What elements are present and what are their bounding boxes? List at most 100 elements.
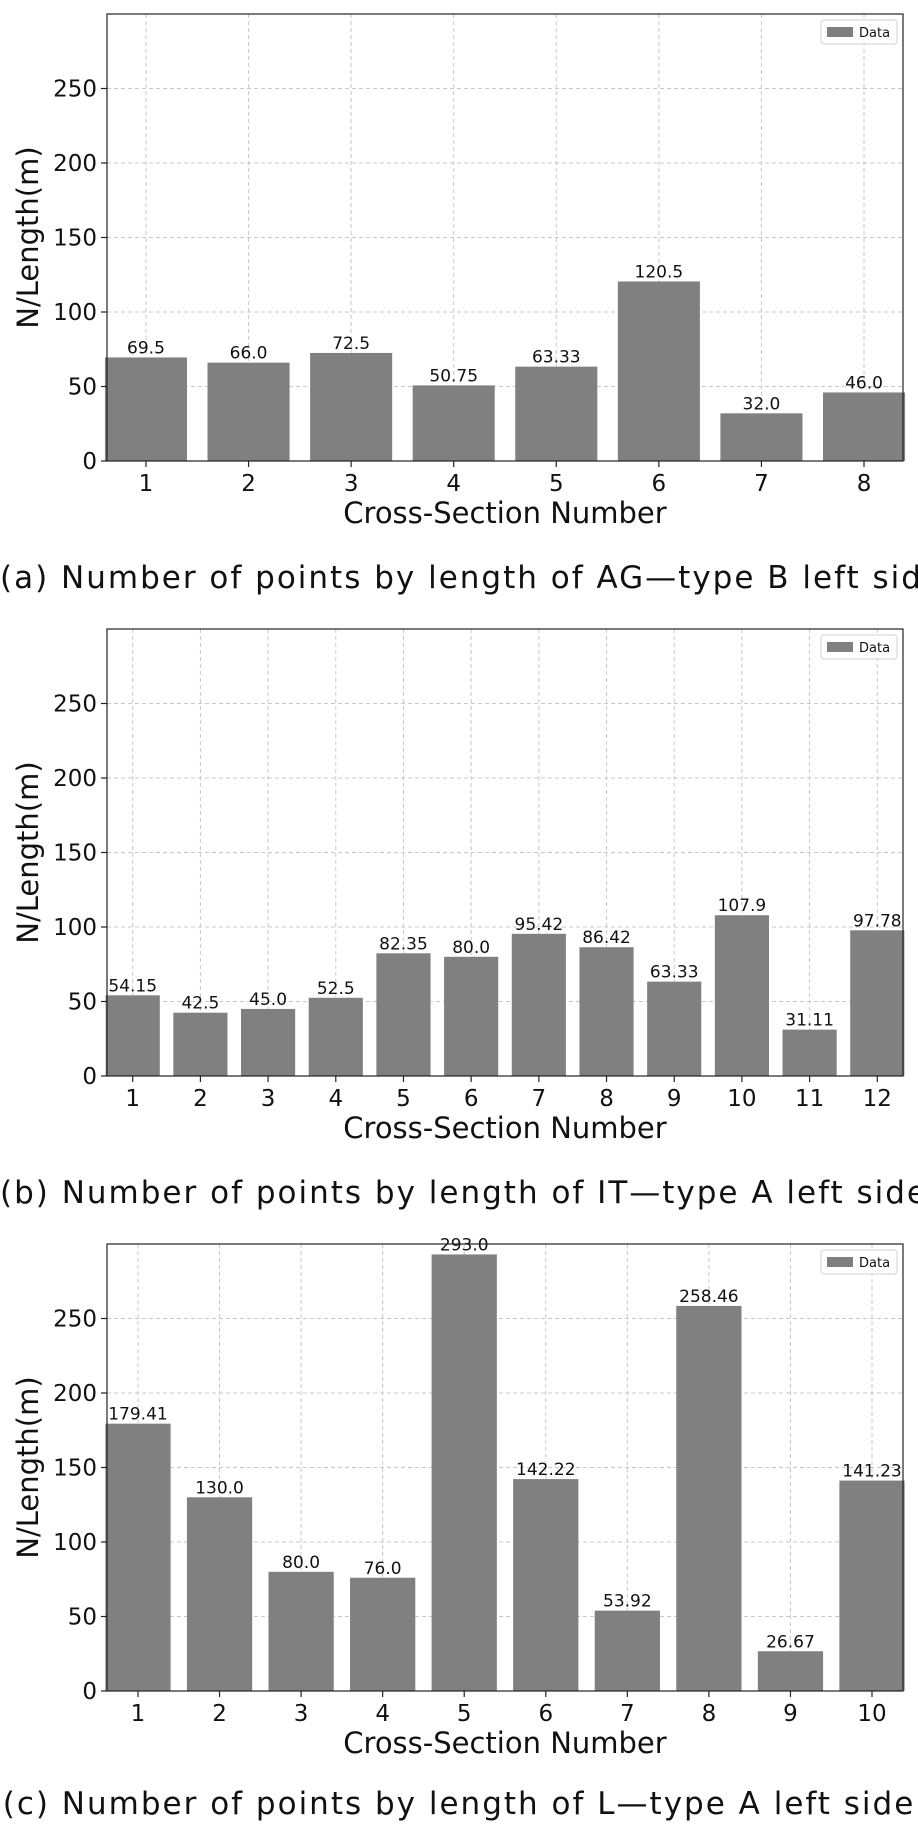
- x-tick-label: 6: [538, 1701, 553, 1727]
- bar-value-label: 72.5: [332, 334, 370, 354]
- y-tick-label: 200: [53, 766, 97, 792]
- x-tick-label: 4: [328, 1086, 343, 1112]
- legend-box: [820, 19, 898, 45]
- x-tick-label: 10: [857, 1701, 886, 1727]
- bar: [412, 385, 495, 461]
- legend-label: Data: [859, 26, 890, 41]
- bar-value-label: 107.9: [718, 896, 767, 916]
- y-axis-label: N/Length(m): [11, 761, 45, 943]
- bar: [431, 1254, 497, 1691]
- bar: [186, 1497, 253, 1691]
- bar-value-label: 63.33: [650, 963, 699, 983]
- bar: [579, 947, 634, 1076]
- x-tick-label: 3: [294, 1701, 309, 1727]
- bar-value-label: 42.5: [181, 994, 219, 1014]
- x-tick-label: 3: [261, 1086, 276, 1112]
- legend-label: Data: [859, 641, 890, 656]
- chart-caption-b: (b) Number of points by length of IT—typ…: [0, 1175, 918, 1211]
- y-tick-label: 250: [53, 692, 97, 718]
- y-tick-label: 200: [53, 151, 97, 177]
- x-tick-label: 9: [667, 1086, 682, 1112]
- bar: [594, 1610, 660, 1691]
- x-tick-label: 8: [599, 1086, 614, 1112]
- legend-box: [820, 1249, 898, 1275]
- x-tick-label: 2: [193, 1086, 208, 1112]
- bar-value-label: 258.46: [679, 1287, 738, 1307]
- chart-panel-b: 54.15 42.5 45.0 52.5 82.35 80.0 95.42 86.42 63.3…: [0, 615, 918, 1230]
- x-tick-label: 2: [212, 1701, 227, 1727]
- legend-label: Data: [859, 1256, 890, 1271]
- x-tick-label: 6: [652, 471, 667, 497]
- bar-value-label: 76.0: [364, 1559, 402, 1579]
- x-tick-label: 4: [446, 471, 461, 497]
- bar-value-label: 66.0: [230, 344, 268, 364]
- x-tick-label: 7: [532, 1086, 547, 1112]
- bar: [513, 1479, 579, 1691]
- x-tick-label: 9: [783, 1701, 798, 1727]
- x-axis-label: Cross-Section Number: [343, 496, 666, 530]
- bar-value-label: 141.23: [842, 1462, 901, 1482]
- x-tick-label: 8: [857, 471, 872, 497]
- y-tick-label: 0: [82, 1679, 97, 1705]
- x-tick-label: 1: [131, 1701, 146, 1727]
- bar-value-label: 63.33: [532, 348, 581, 368]
- bar-value-label: 53.92: [603, 1592, 652, 1612]
- bar: [376, 953, 431, 1076]
- bar-value-label: 97.78: [853, 911, 902, 931]
- x-tick-label: 5: [396, 1086, 411, 1112]
- bar-value-label: 50.75: [429, 366, 478, 386]
- bar-value-label: 80.0: [452, 938, 490, 958]
- bar: [511, 933, 566, 1076]
- bar: [515, 366, 598, 461]
- x-tick-label: 6: [464, 1086, 479, 1112]
- bar-value-label: 120.5: [635, 262, 684, 282]
- chart-caption-c: (c) Number of points by length of L—type…: [2, 1786, 916, 1822]
- legend-box: [820, 634, 898, 660]
- bar: [207, 362, 290, 461]
- bar: [444, 956, 499, 1076]
- y-tick-label: 250: [53, 1307, 97, 1333]
- bar-value-label: 80.0: [282, 1553, 320, 1573]
- y-tick-label: 100: [53, 915, 97, 941]
- x-tick-label: 1: [139, 471, 154, 497]
- bar: [105, 1423, 171, 1691]
- y-tick-label: 250: [53, 77, 97, 103]
- bar-value-label: 52.5: [317, 979, 355, 999]
- x-tick-label: 4: [375, 1701, 390, 1727]
- x-tick-label: 7: [620, 1701, 635, 1727]
- x-tick-label: 1: [125, 1086, 140, 1112]
- bar-value-label: 46.0: [845, 373, 883, 393]
- bar-chart-c: 179.41 130.0 80.0 76.0 293.0 142.22 53.92 258.4…: [11, 1235, 905, 1760]
- x-tick-label: 2: [241, 471, 256, 497]
- y-tick-label: 100: [53, 1530, 97, 1556]
- bar: [104, 357, 188, 461]
- bar: [822, 392, 906, 461]
- y-tick-label: 150: [53, 226, 97, 252]
- bar-value-label: 293.0: [440, 1235, 489, 1255]
- bar-value-label: 179.41: [108, 1405, 167, 1425]
- bar: [850, 930, 905, 1076]
- x-tick-label: 10: [727, 1086, 756, 1112]
- x-tick-label: 5: [549, 471, 564, 497]
- bar: [714, 915, 769, 1076]
- x-tick-label: 5: [457, 1701, 472, 1727]
- x-tick-label: 7: [754, 471, 769, 497]
- bar: [350, 1577, 416, 1691]
- legend-swatch: [827, 642, 853, 652]
- bar: [839, 1480, 905, 1691]
- bar: [268, 1571, 334, 1691]
- bar-value-label: 82.35: [379, 934, 428, 954]
- y-axis-label: N/Length(m): [11, 1376, 45, 1558]
- bar: [676, 1305, 742, 1691]
- bar-chart-b: 54.15 42.5 45.0 52.5 82.35 80.0 95.42 86.42 63.3…: [11, 628, 905, 1145]
- y-tick-label: 50: [68, 990, 97, 1016]
- bar: [241, 1008, 296, 1076]
- y-tick-label: 150: [53, 1456, 97, 1482]
- x-tick-label: 12: [863, 1086, 892, 1112]
- bar: [782, 1029, 837, 1076]
- chart-caption-a: (a) Number of points by length of AG—typ…: [0, 560, 918, 596]
- bar: [720, 413, 803, 461]
- y-tick-label: 0: [82, 449, 97, 475]
- x-tick-label: 11: [795, 1086, 824, 1112]
- bar-value-label: 32.0: [743, 394, 781, 414]
